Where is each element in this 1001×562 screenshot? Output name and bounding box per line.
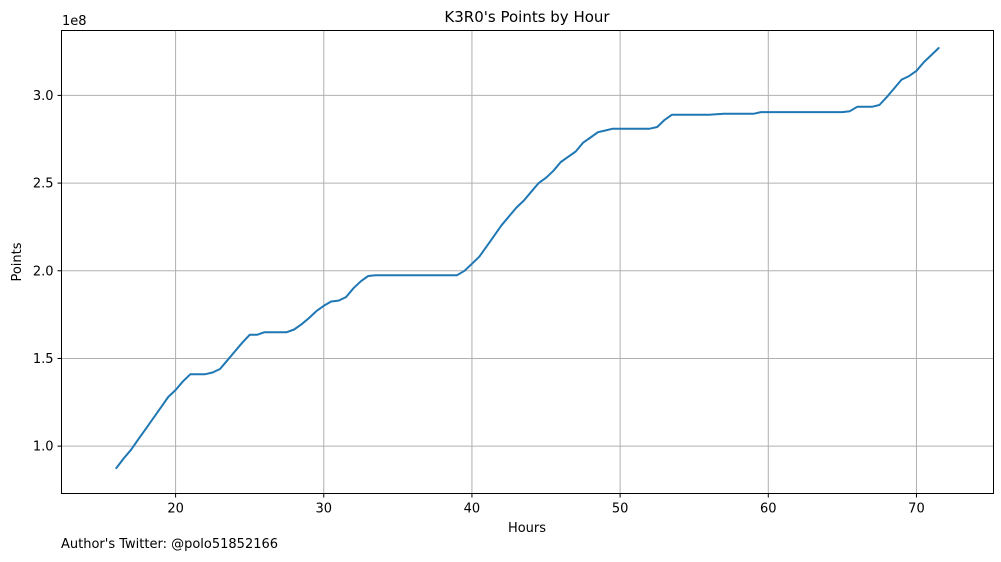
data-layer [115, 47, 940, 470]
x-tick-label: 50 [612, 502, 629, 517]
x-tick-label: 20 [167, 502, 184, 517]
x-axis-label: Hours [508, 521, 546, 536]
x-axis: 20 30 40 50 60 70 [167, 493, 925, 517]
author-footnote: Author's Twitter: @polo51852166 [61, 537, 279, 552]
x-tick-label: 30 [315, 502, 332, 517]
x-tick-label: 40 [464, 502, 481, 517]
x-tick-label: 60 [760, 502, 777, 517]
y-tick-label: 2.5 [33, 177, 54, 192]
y-axis: 1.0 1.5 2.0 2.5 3.0 [33, 89, 62, 455]
y-tick-label: 3.0 [33, 89, 54, 104]
plot-frame [61, 30, 994, 494]
chart-title: K3R0's Points by Hour [444, 8, 610, 26]
y-offset-label: 1e8 [62, 14, 87, 29]
y-tick-label: 2.0 [33, 264, 54, 279]
y-tick-label: 1.5 [33, 352, 54, 367]
y-axis-label: Points [10, 242, 25, 281]
grid [61, 30, 994, 494]
series-line [115, 47, 940, 470]
x-tick-label: 70 [908, 502, 925, 517]
y-tick-label: 1.0 [33, 440, 54, 455]
